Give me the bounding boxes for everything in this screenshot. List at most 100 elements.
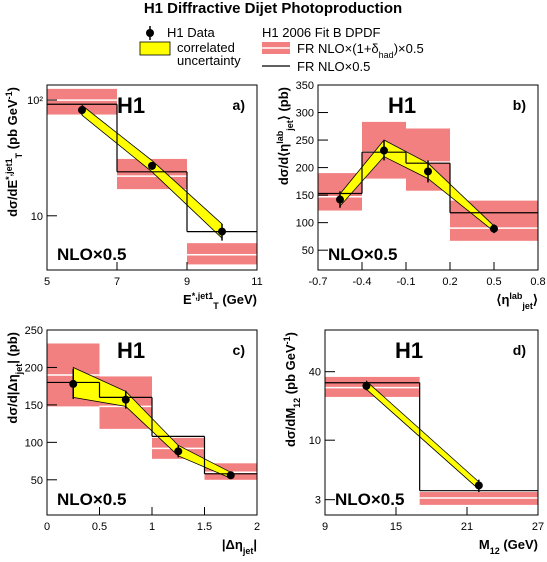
panel: 5 7 9 11 10 10² H1 a) NLO×0.5 — [27, 84, 263, 288]
data-point — [148, 161, 156, 170]
correlated-band — [366, 380, 480, 491]
experiment-label: H1 — [117, 338, 145, 363]
x-tick-label: 21 — [461, 521, 473, 533]
y-axis-label: dσ/d|Δηjet| (pb) — [5, 332, 24, 424]
label-part: dσ/dM — [283, 408, 298, 447]
x-tick-label: 0.5 — [486, 276, 501, 288]
y-tick-label: 150 — [296, 190, 314, 202]
y-tick-label: 100 — [296, 218, 314, 230]
x-tick-label: -0.7 — [309, 276, 328, 288]
y-tick-label: 10 — [31, 211, 43, 223]
x-tick-label: 0 — [44, 521, 50, 533]
label-part: jet — [242, 546, 254, 556]
panel-label: c) — [233, 342, 245, 358]
x-axis-label: E*,jet1T (GeV) — [183, 291, 257, 311]
y-axis-label: dσ/dE*,jet1T (pb GeV-1) — [4, 87, 24, 217]
legend-label: H1 2006 Fit B DPDF — [262, 25, 381, 40]
annotation: NLO×0.5 — [335, 490, 404, 509]
plot-frame — [317, 84, 539, 271]
label-part: | — [253, 537, 257, 552]
annotation: NLO×0.5 — [57, 245, 126, 264]
x-tick-label: 1.5 — [197, 521, 212, 533]
x-tick-label: -0.4 — [353, 276, 372, 288]
y-tick-label: 200 — [25, 362, 43, 374]
legend-label: FR NLO×(1+δhad)×0.5 — [297, 41, 424, 60]
data-point — [380, 146, 388, 155]
x-axis-label: |Δηjet| — [222, 537, 257, 556]
label-part: ) — [283, 332, 298, 336]
label-part: had — [379, 50, 394, 60]
legend-marker — [146, 29, 154, 37]
x-tick-label: 15 — [390, 521, 402, 533]
label-part: lab — [275, 130, 285, 144]
x-tick-label: 0.8 — [530, 276, 545, 288]
y-tick-label: 200 — [296, 163, 314, 175]
y-tick-label: 50 — [302, 245, 314, 257]
figure-title: H1 Diffractive Dijet Photoproduction — [144, 0, 402, 17]
label-part: FR NLO×(1+δ — [297, 41, 379, 56]
label-part: M — [479, 537, 490, 552]
legend-swatch — [139, 41, 171, 56]
x-axis-label: M12 (GeV) — [479, 537, 538, 556]
x-axis-label: ⟨ηlabjet⟩ — [496, 291, 538, 311]
data-point — [490, 224, 498, 233]
y-tick-label: 100 — [25, 437, 43, 449]
label-part: E — [183, 292, 192, 307]
data-point — [362, 381, 371, 390]
x-tick-label: 9 — [184, 276, 190, 288]
legend-label: H1 Data — [167, 25, 215, 40]
label-part: jet — [285, 120, 295, 132]
y-tick-label: 3 — [315, 495, 321, 507]
experiment-label: H1 — [388, 93, 416, 118]
x-tick-label: 11 — [251, 276, 262, 288]
label-part: dσ/d⟨η — [276, 144, 291, 185]
y-tick-label: 10 — [309, 435, 321, 447]
y-tick-label: 350 — [296, 80, 314, 92]
y-tick-label: 300 — [296, 108, 314, 120]
label-part: )×0.5 — [394, 41, 424, 56]
data-point — [424, 167, 432, 176]
label-part: (GeV) — [500, 537, 538, 552]
label-part: jet — [14, 364, 24, 376]
experiment-label: H1 — [117, 93, 145, 118]
label-part: dσ/dE — [5, 180, 20, 217]
label-part: *,jet1 — [192, 291, 214, 301]
legend-label: uncertainty — [177, 53, 241, 68]
panel: -0.7 -0.4 -0.1 0.2 0.5 0.8 50 100 150 200 250 300 35… — [296, 80, 546, 288]
y-tick-label: 10² — [27, 95, 43, 107]
label-part: *,jet1 — [4, 158, 14, 180]
annotation: NLO×0.5 — [328, 245, 397, 264]
annotation: NLO×0.5 — [57, 490, 126, 509]
data-point — [69, 379, 78, 388]
data-point — [226, 471, 235, 480]
data-point — [174, 447, 183, 456]
x-tick-label: 5 — [44, 276, 50, 288]
label-part: ⟨η — [496, 292, 509, 307]
y-tick-label: 40 — [309, 367, 321, 379]
legend-label: FR NLO×0.5 — [297, 59, 370, 74]
label-part: ⟩ (pb) — [276, 87, 291, 120]
x-tick-label: 7 — [114, 276, 120, 288]
legend-label: correlated — [177, 40, 235, 55]
data-point — [336, 195, 344, 204]
x-tick-label: 27 — [532, 521, 544, 533]
x-tick-label: 1 — [149, 521, 155, 533]
x-tick-label: 2 — [254, 521, 260, 533]
label-part: -1 — [4, 91, 14, 99]
nlo-had-band — [187, 243, 257, 265]
data-point — [218, 227, 226, 236]
experiment-label: H1 — [395, 338, 423, 363]
panel-label: a) — [233, 97, 245, 113]
label-part: -1 — [282, 336, 292, 344]
x-tick-label: 9 — [322, 521, 328, 533]
label-part: (pb GeV — [5, 99, 20, 153]
panel-label: b) — [513, 97, 526, 113]
label-part: ) — [5, 87, 20, 91]
label-part: |Δη — [222, 537, 243, 552]
y-axis-label: dσ/dM12 (pb GeV-1) — [282, 332, 302, 447]
y-tick-label: 250 — [296, 135, 314, 147]
data-point — [474, 481, 483, 490]
label-part: 12 — [292, 398, 302, 408]
y-tick-label: 250 — [25, 325, 43, 337]
